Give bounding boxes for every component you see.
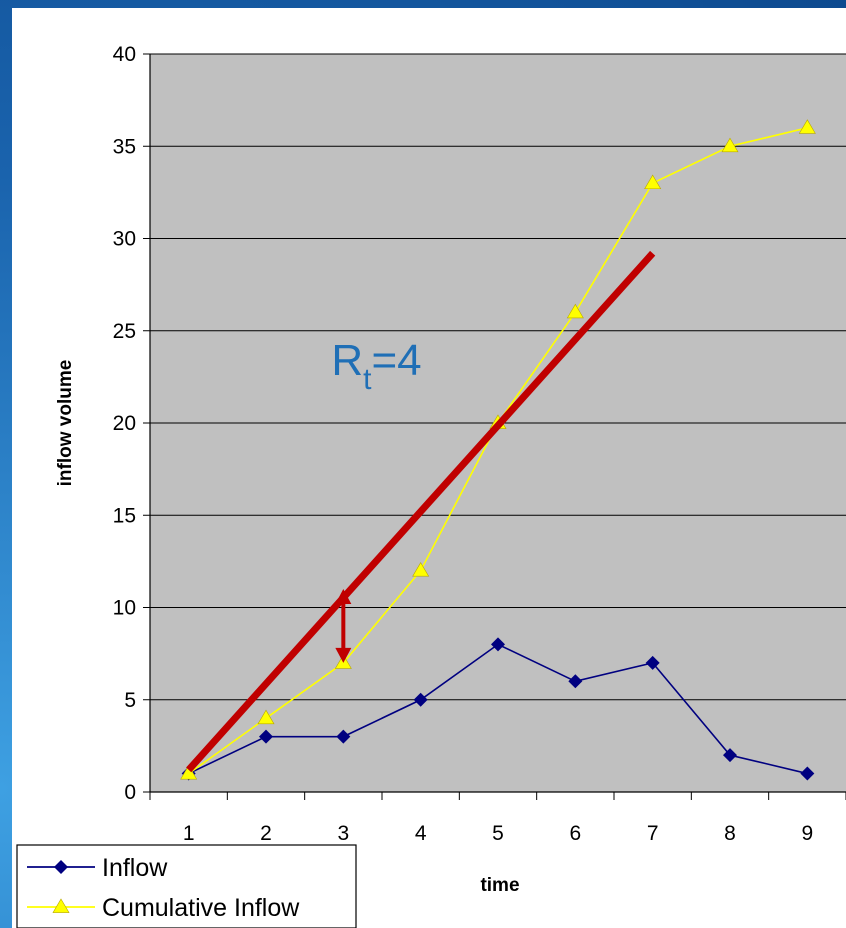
x-tick-label-3: 3 [337, 822, 349, 845]
point-inflow-3 [336, 729, 351, 744]
x-tick-label-6: 6 [569, 822, 581, 845]
x-tick-label-8: 8 [724, 822, 736, 845]
rate-label-suffix: =4 [371, 336, 421, 385]
point-cumulative-inflow-1 [180, 764, 198, 780]
rate-label: Rt=4 [331, 336, 421, 396]
legend-marker-inflow [54, 860, 68, 874]
y-axis-title: inflow volume [55, 360, 76, 487]
y-tick-label-20: 20 [113, 412, 136, 435]
point-cumulative-inflow-6 [566, 303, 584, 319]
y-tick-label-30: 30 [113, 228, 136, 251]
y-tick-label-10: 10 [113, 597, 136, 620]
x-tick-label-1: 1 [183, 822, 195, 845]
point-inflow-5 [491, 637, 505, 652]
x-tick-label-4: 4 [415, 822, 427, 845]
x-tick-label-5: 5 [492, 822, 504, 845]
y-tick-label-15: 15 [113, 504, 136, 527]
x-tick-label-2: 2 [260, 822, 272, 845]
point-cumulative-inflow-7 [644, 174, 662, 190]
point-inflow-8 [723, 748, 737, 763]
y-tick-label-35: 35 [113, 135, 136, 158]
legend-marker-cumulative-inflow [52, 898, 70, 913]
point-inflow-4 [413, 692, 428, 707]
legend: Inflow Cumulative Inflow [16, 844, 357, 928]
x-axis-title: time [480, 875, 519, 896]
y-tick-labels: 0 5 10 15 20 25 30 35 40 [113, 43, 136, 804]
rate-label-subscript: t [363, 363, 372, 396]
legend-label-cumulative-inflow: Cumulative Inflow [102, 894, 300, 922]
y-tick-label-0: 0 [124, 781, 136, 804]
point-cumulative-inflow-8 [721, 137, 739, 153]
point-inflow-6 [568, 674, 583, 689]
x-tick-labels: 1 2 3 4 5 6 7 8 9 [183, 822, 813, 845]
rate-line [186, 250, 656, 773]
gap-arrow-head-down [335, 647, 352, 663]
legend-box [16, 844, 357, 928]
point-inflow-9 [800, 766, 815, 781]
y-tick-label-25: 25 [113, 320, 136, 343]
x-tick-label-9: 9 [801, 822, 813, 845]
point-cumulative-inflow-2 [257, 709, 275, 725]
point-cumulative-inflow-4 [412, 562, 430, 577]
annotations-layer: Rt=4 [186, 250, 656, 773]
y-tick-label-5: 5 [124, 689, 136, 712]
legend-label-inflow: Inflow [102, 854, 168, 882]
point-cumulative-inflow-9 [798, 119, 816, 134]
axes [149, 54, 846, 800]
rate-label-main: R [331, 336, 363, 385]
point-inflow-7 [645, 655, 660, 670]
gap-arrow-head-up [335, 589, 352, 605]
y-tick-label-40: 40 [113, 43, 136, 66]
point-inflow-2 [259, 729, 273, 744]
x-tick-label-7: 7 [647, 822, 659, 845]
